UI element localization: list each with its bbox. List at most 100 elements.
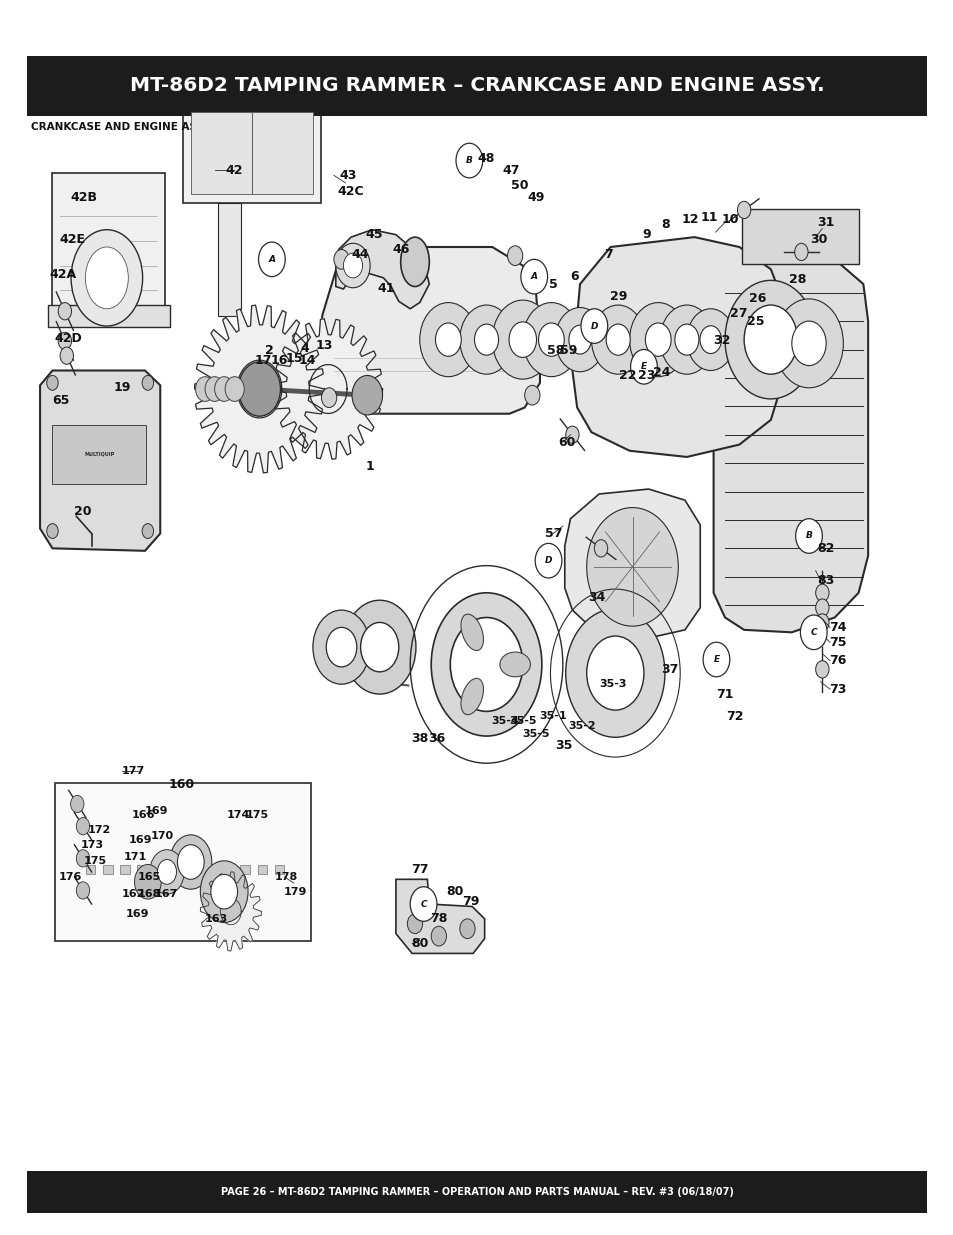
Bar [27,1171,926,1213]
Circle shape [60,347,73,364]
Text: A: A [268,254,275,264]
Text: 167: 167 [154,889,177,899]
Text: 42: 42 [225,164,242,177]
Circle shape [815,599,828,616]
Text: 20: 20 [74,505,91,517]
Ellipse shape [400,237,429,287]
Text: MULTIQUIP: MULTIQUIP [84,452,114,457]
Text: 76: 76 [828,655,845,667]
Circle shape [343,253,362,278]
Circle shape [76,850,90,867]
Ellipse shape [460,614,483,651]
Polygon shape [564,489,700,640]
Circle shape [629,303,686,377]
Bar [217,203,241,316]
Text: 11: 11 [700,211,718,224]
Text: 43: 43 [339,169,356,182]
Text: 35-5: 35-5 [522,729,549,739]
Text: 35-5: 35-5 [509,716,536,726]
Text: 42B: 42B [71,191,97,204]
Circle shape [450,618,522,711]
Circle shape [238,362,280,416]
Circle shape [644,322,670,357]
Text: 163: 163 [205,914,228,924]
Circle shape [177,845,204,879]
Text: 78: 78 [430,913,447,925]
Text: MT-86D2 TAMPING RAMMER – CRANKCASE AND ENGINE ASSY.: MT-86D2 TAMPING RAMMER – CRANKCASE AND E… [130,77,823,95]
Circle shape [743,305,797,374]
Text: 174: 174 [227,810,250,820]
Circle shape [815,614,828,631]
Circle shape [225,377,244,401]
Text: 73: 73 [828,683,845,695]
Circle shape [537,322,563,357]
Bar [206,864,215,874]
Text: CRANKCASE AND ENGINE ASSY.: CRANKCASE AND ENGINE ASSY. [31,122,213,132]
Circle shape [410,887,436,921]
Circle shape [591,305,644,374]
Polygon shape [40,370,160,551]
Circle shape [459,919,475,939]
Circle shape [700,326,720,353]
Text: 71: 71 [716,688,733,700]
Bar [48,305,170,327]
Text: 2: 2 [264,345,274,357]
Circle shape [774,299,842,388]
Circle shape [815,584,828,601]
Text: 7: 7 [603,248,613,261]
Circle shape [724,280,816,399]
Text: 48: 48 [477,152,495,164]
Text: 58: 58 [546,345,563,357]
Text: 80: 80 [411,937,428,950]
Text: A: A [530,272,537,282]
Bar [27,56,926,116]
Text: 1: 1 [365,461,375,473]
Text: 44: 44 [352,248,369,261]
Text: 4: 4 [300,342,310,354]
Text: 8: 8 [660,219,670,231]
Bar [137,864,147,874]
Text: 29: 29 [609,290,626,303]
Circle shape [157,860,176,884]
Text: 25: 25 [746,315,763,327]
Text: 35-2: 35-2 [568,721,595,731]
Circle shape [507,246,522,266]
Circle shape [76,818,90,835]
Text: 42D: 42D [54,332,83,345]
Text: 82: 82 [817,542,834,555]
Bar [86,864,95,874]
Text: 59: 59 [559,345,577,357]
Bar [172,864,181,874]
Bar [741,209,858,264]
Text: 74: 74 [828,621,845,634]
Text: C: C [810,627,816,637]
Text: 65: 65 [52,394,70,406]
Bar [189,864,198,874]
Circle shape [431,926,446,946]
Text: 30: 30 [809,233,826,246]
Text: 80: 80 [446,885,463,898]
Text: 35-4: 35-4 [491,716,519,726]
Text: 14: 14 [298,354,315,367]
Bar [103,864,112,874]
Circle shape [343,600,416,694]
Circle shape [565,426,578,443]
Text: 42C: 42C [337,185,364,198]
Circle shape [659,305,713,374]
Circle shape [58,303,71,320]
Text: D: D [544,556,552,566]
Text: 38: 38 [411,732,428,745]
Bar [191,112,313,194]
Polygon shape [395,879,484,953]
Text: 19: 19 [113,382,131,394]
Text: 17: 17 [254,354,272,367]
Circle shape [214,377,233,401]
Text: 15: 15 [286,352,303,364]
Text: C: C [420,899,426,909]
Text: 37: 37 [660,663,678,676]
Circle shape [702,642,729,677]
Text: 160: 160 [168,778,194,790]
Circle shape [555,308,604,372]
Circle shape [456,143,482,178]
Bar [52,173,165,315]
